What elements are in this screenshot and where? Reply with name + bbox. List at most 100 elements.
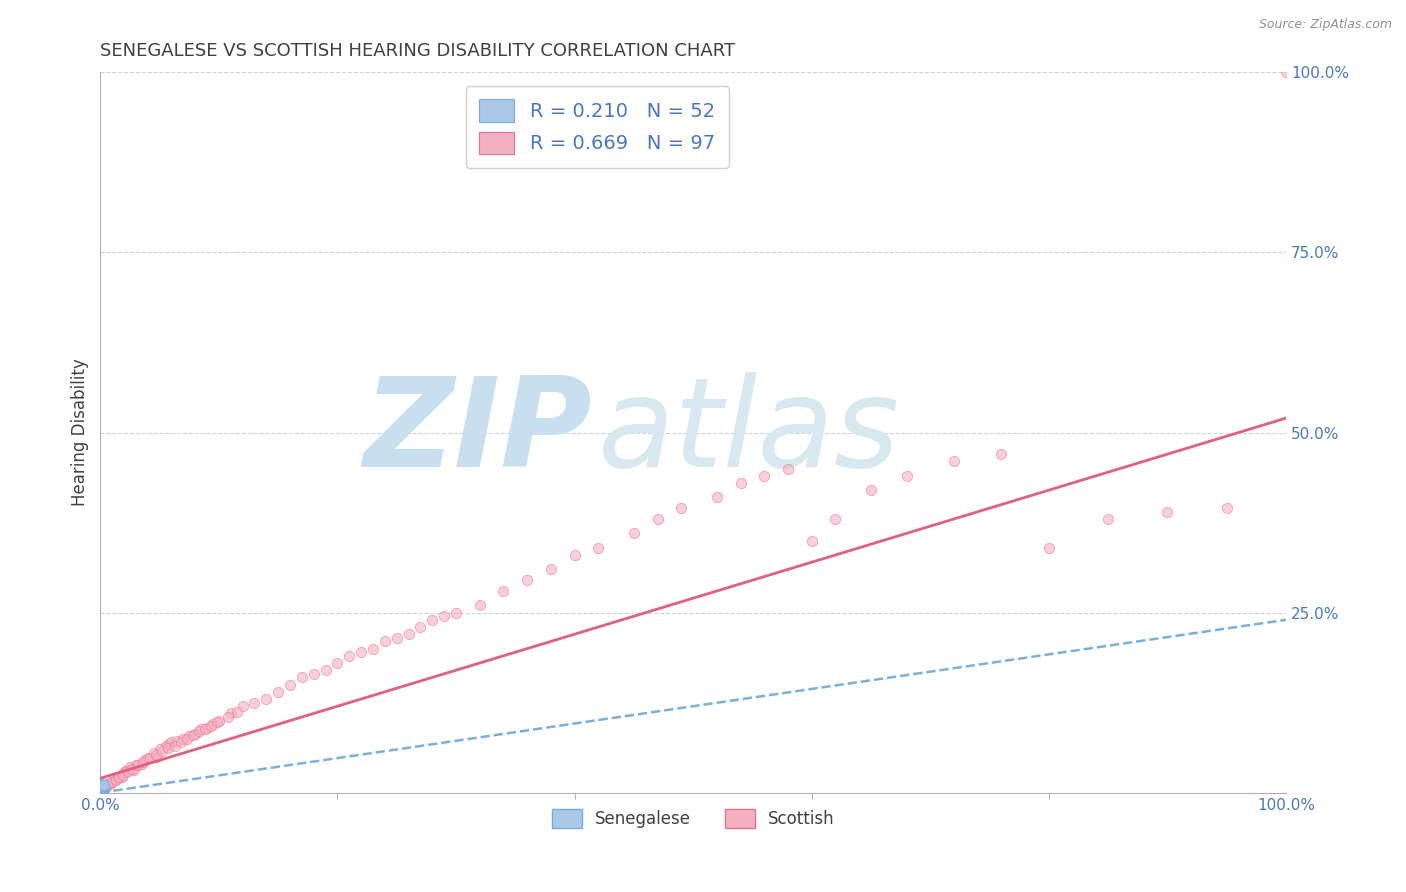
Point (93, 780, 115, 795)
Point (122, 763, 145, 777)
Point (90, 780, 112, 794)
Point (187, 724, 209, 739)
Point (444, 606, 467, 620)
Point (195, 721, 218, 735)
Point (91, 781, 114, 796)
Point (205, 714, 228, 729)
Point (93, 782, 115, 797)
Point (104, 772, 127, 787)
Point (776, 461, 799, 475)
Point (91, 780, 114, 794)
Point (93, 780, 115, 794)
Point (101, 775, 124, 789)
Point (398, 627, 420, 641)
Point (361, 641, 384, 656)
Point (91, 780, 114, 795)
Point (420, 613, 443, 627)
Point (93, 779, 115, 793)
Point (859, 483, 882, 498)
Point (564, 548, 586, 562)
Point (91, 782, 114, 797)
Point (754, 468, 776, 483)
Text: SENEGALESE VS SCOTTISH HEARING DISABILITY CORRELATION CHART: SENEGALESE VS SCOTTISH HEARING DISABILIT… (100, 42, 735, 60)
Point (170, 735, 193, 749)
Point (350, 645, 373, 659)
Point (93, 781, 115, 796)
Point (326, 656, 349, 670)
Point (219, 706, 242, 721)
Point (93, 780, 115, 795)
Point (91, 782, 114, 797)
Point (98, 777, 121, 791)
Point (142, 746, 165, 760)
Point (96, 780, 118, 794)
Point (201, 717, 224, 731)
Point (127, 758, 149, 772)
Point (1215, 501, 1237, 516)
Point (225, 705, 247, 719)
Point (90, 780, 112, 795)
Point (90, 780, 112, 795)
Point (468, 599, 491, 613)
Point (896, 468, 918, 483)
Point (149, 742, 172, 756)
Point (132, 756, 155, 770)
Point (302, 666, 325, 681)
Point (647, 512, 669, 526)
Point (540, 562, 562, 576)
Point (90, 779, 112, 793)
Point (136, 751, 159, 765)
Point (267, 685, 290, 699)
Point (1275, 65, 1298, 79)
Point (90, 778, 112, 792)
Point (93, 779, 115, 793)
Point (190, 723, 212, 737)
Text: ZIP: ZIP (364, 372, 592, 493)
Point (243, 696, 266, 710)
Point (91, 781, 114, 796)
Point (90, 779, 112, 793)
Point (90, 778, 112, 792)
Point (671, 501, 693, 516)
Point (166, 733, 188, 747)
Point (91, 782, 114, 797)
Point (111, 770, 134, 784)
Point (117, 764, 139, 778)
Point (278, 678, 301, 692)
Point (93, 780, 115, 794)
Point (93, 780, 115, 795)
Point (200, 719, 222, 733)
Point (291, 670, 314, 684)
Point (118, 760, 141, 774)
Point (103, 772, 125, 787)
Point (208, 714, 231, 728)
Point (96, 779, 118, 793)
Text: Source: ZipAtlas.com: Source: ZipAtlas.com (1258, 18, 1392, 31)
Point (1097, 512, 1119, 526)
Point (943, 454, 966, 468)
Point (176, 731, 198, 746)
Point (172, 731, 194, 746)
Point (90, 781, 112, 796)
Point (1156, 505, 1178, 519)
Point (385, 631, 408, 645)
Point (91, 776, 114, 790)
Point (93, 781, 115, 796)
Point (91, 779, 114, 793)
Point (111, 767, 134, 781)
Point (115, 764, 138, 778)
Point (315, 663, 337, 677)
Point (254, 692, 277, 706)
Point (156, 741, 179, 756)
Point (131, 756, 153, 771)
Point (91, 779, 114, 793)
Point (163, 739, 186, 753)
Point (730, 475, 752, 490)
Point (150, 744, 173, 758)
Point (90, 781, 112, 796)
Point (90, 782, 112, 797)
Point (112, 765, 135, 780)
Point (184, 726, 207, 740)
Point (623, 526, 645, 541)
Point (706, 491, 728, 505)
